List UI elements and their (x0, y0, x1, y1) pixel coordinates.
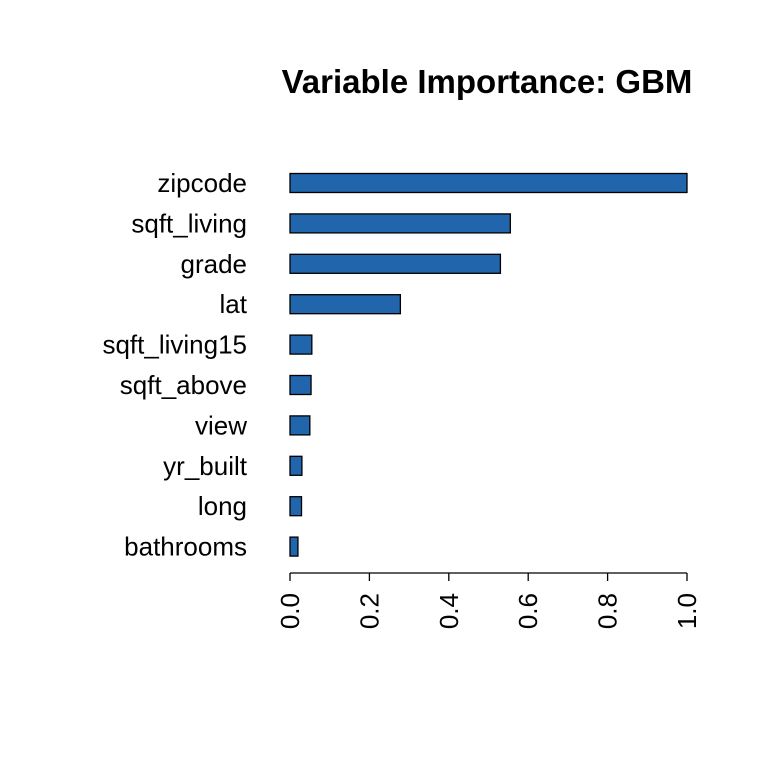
bar-view (289, 415, 311, 436)
bar-yr-built (289, 455, 303, 476)
x-tick-label: 0.0 (275, 593, 305, 629)
category-label: bathrooms (124, 532, 247, 562)
bar-sqft-living15 (289, 334, 313, 355)
bar-sqft-living (289, 213, 511, 234)
bars-group (289, 172, 688, 557)
category-label: lat (220, 289, 248, 319)
bar-grade (289, 253, 502, 274)
bar-zipcode (289, 172, 688, 194)
category-label: sqft_living (131, 208, 247, 238)
x-tick-label: 0.8 (593, 593, 623, 629)
chart-title: Variable Importance: GBM (282, 63, 693, 100)
category-label: sqft_above (120, 370, 247, 400)
category-label: long (198, 491, 247, 521)
category-label: yr_built (163, 451, 248, 481)
x-tick-label: 0.2 (354, 593, 384, 629)
bar-sqft-above (289, 374, 312, 396)
x-tick-label: 0.6 (513, 593, 543, 629)
category-label: grade (181, 249, 248, 279)
category-label: view (195, 410, 247, 440)
x-axis: 0.0 0.2 0.4 0.6 0.8 1.0 (275, 572, 702, 629)
x-tick-label: 0.4 (434, 593, 464, 629)
bar-bathrooms (289, 536, 299, 557)
bar-long (289, 496, 303, 517)
bar-lat (289, 294, 402, 315)
category-label: sqft_living15 (102, 330, 247, 360)
x-tick-label: 1.0 (672, 593, 702, 629)
category-label: zipcode (157, 168, 247, 198)
